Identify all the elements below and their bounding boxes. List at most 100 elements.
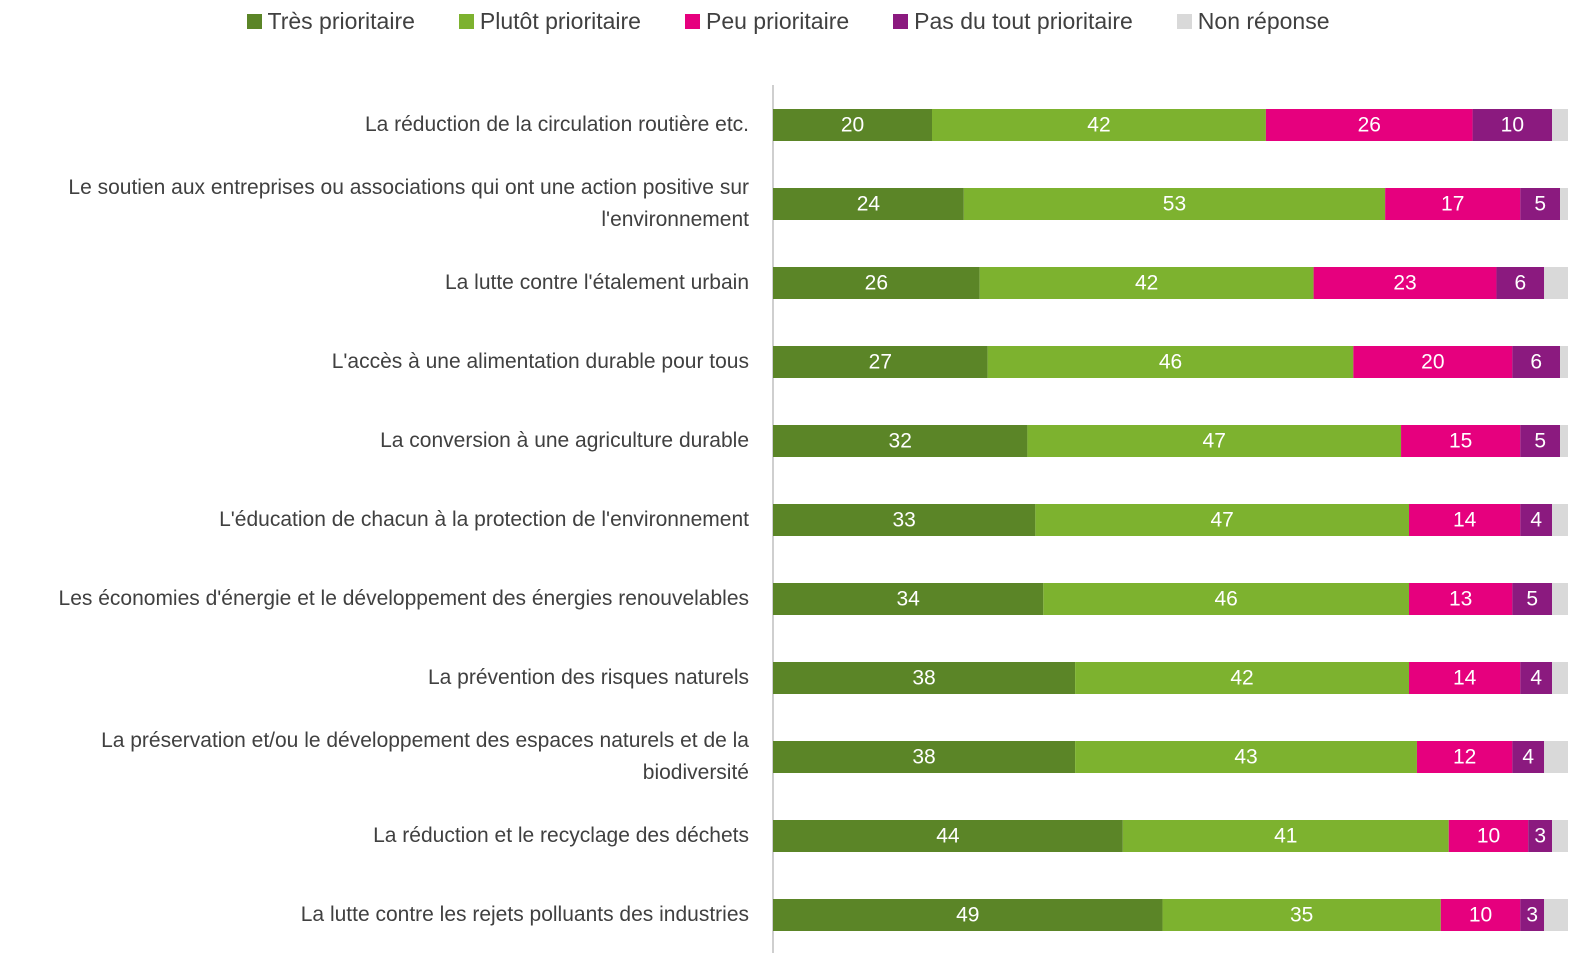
data-label: 44 xyxy=(936,825,960,848)
data-label: 17 xyxy=(1441,193,1464,216)
legend-item: Non réponse xyxy=(1176,8,1330,35)
legend-label: Non réponse xyxy=(1197,8,1330,34)
data-label: 3 xyxy=(1526,904,1538,927)
bar-segment xyxy=(1520,899,1545,931)
bar-segment xyxy=(1552,504,1568,536)
bar-segment xyxy=(1512,346,1561,378)
data-label: 23 xyxy=(1393,272,1416,295)
data-label: 4 xyxy=(1530,667,1542,690)
data-label: 35 xyxy=(1290,904,1313,927)
bar-segment xyxy=(1520,188,1561,220)
bar-segment xyxy=(773,820,1123,852)
bar-segment xyxy=(1027,425,1402,457)
bar-segment xyxy=(1122,820,1449,852)
bar-segment xyxy=(773,267,980,299)
bar-segment xyxy=(1560,188,1568,220)
category-label: La préservation et/ou le développement d… xyxy=(101,729,749,784)
bar-segment xyxy=(1035,504,1409,536)
data-label: 6 xyxy=(1530,351,1542,374)
legend-label: Pas du tout prioritaire xyxy=(914,8,1133,34)
data-label: 10 xyxy=(1477,825,1500,848)
data-label: 12 xyxy=(1453,746,1476,769)
bar-segment xyxy=(1353,346,1513,378)
bar-segment xyxy=(1544,899,1568,931)
bar-segment xyxy=(1409,662,1521,694)
bar-segment xyxy=(1552,662,1568,694)
data-label: 32 xyxy=(889,430,912,453)
data-label: 27 xyxy=(869,351,892,374)
data-label: 24 xyxy=(857,193,881,216)
bar-segment xyxy=(1385,188,1521,220)
bar-segment xyxy=(1512,583,1553,615)
data-label: 10 xyxy=(1469,904,1492,927)
bar-segment xyxy=(773,346,988,378)
data-label: 34 xyxy=(896,588,920,611)
legend-swatch xyxy=(246,14,262,29)
data-label: 6 xyxy=(1514,272,1526,295)
data-label: 4 xyxy=(1530,509,1542,532)
bar-segment xyxy=(773,899,1163,931)
data-label: 4 xyxy=(1522,746,1534,769)
bar-segment xyxy=(1544,741,1568,773)
category-label: L'éducation de chacun à la protection de… xyxy=(219,508,749,531)
bar-segment xyxy=(1520,662,1553,694)
legend-item: Plutôt prioritaire xyxy=(458,8,641,35)
legend-swatch xyxy=(458,14,474,29)
data-label: 46 xyxy=(1214,588,1237,611)
data-label: 42 xyxy=(1087,114,1110,137)
bar-segment xyxy=(963,188,1386,220)
bar-segment xyxy=(1520,425,1561,457)
bar-segment xyxy=(1496,267,1545,299)
bar-segment xyxy=(1162,899,1441,931)
data-label: 14 xyxy=(1453,509,1477,532)
bar-segment xyxy=(1552,109,1568,141)
bar-segment xyxy=(1409,504,1521,536)
data-label: 42 xyxy=(1230,667,1253,690)
category-label: Les économies d'énergie et le développem… xyxy=(58,587,749,610)
legend-label: Peu prioritaire xyxy=(705,8,850,34)
data-label: 20 xyxy=(841,114,864,137)
data-label: 38 xyxy=(912,667,935,690)
bar-segment xyxy=(773,741,1076,773)
data-label: 33 xyxy=(892,509,915,532)
bar-segment xyxy=(979,267,1314,299)
data-label: 43 xyxy=(1234,746,1257,769)
data-label: 3 xyxy=(1534,825,1546,848)
data-label: 10 xyxy=(1501,114,1524,137)
bar-segment xyxy=(773,109,932,141)
bar-segment xyxy=(1520,504,1553,536)
bar-segment xyxy=(1560,425,1568,457)
data-label: 42 xyxy=(1135,272,1158,295)
bar-segment xyxy=(1075,662,1409,694)
bar-segment xyxy=(1528,820,1553,852)
data-label: 5 xyxy=(1534,430,1546,453)
data-label: 13 xyxy=(1449,588,1472,611)
legend: Très prioritaire Plutôt prioritaire Peu pr… xyxy=(0,8,1576,35)
category-label: La réduction de la circulation routière … xyxy=(364,113,749,136)
legend-label: Très prioritaire xyxy=(267,8,415,34)
bar-segment xyxy=(1552,583,1568,615)
legend-item: Pas du tout prioritaire xyxy=(893,8,1133,35)
bar-segment xyxy=(1409,583,1513,615)
legend-label: Plutôt prioritaire xyxy=(479,8,641,34)
bar-segment xyxy=(1440,899,1521,931)
data-label: 15 xyxy=(1449,430,1472,453)
data-label: 49 xyxy=(956,904,979,927)
data-label: 5 xyxy=(1526,588,1538,611)
bar-segment xyxy=(1512,741,1545,773)
legend-swatch xyxy=(684,14,700,29)
bar-segment xyxy=(1265,109,1473,141)
category-label: Le soutien aux entreprises ou associatio… xyxy=(68,176,749,231)
bar-segment xyxy=(773,425,1028,457)
bar-segment xyxy=(1401,425,1521,457)
data-label: 38 xyxy=(912,746,935,769)
bar-segment xyxy=(773,188,964,220)
bar-segment xyxy=(1416,741,1513,773)
legend-item: Peu prioritaire xyxy=(684,8,850,35)
bar-segment xyxy=(1552,820,1568,852)
category-label: L'accès à une alimentation durable pour … xyxy=(331,350,749,373)
data-label: 20 xyxy=(1421,351,1444,374)
bar-segment xyxy=(1448,820,1529,852)
